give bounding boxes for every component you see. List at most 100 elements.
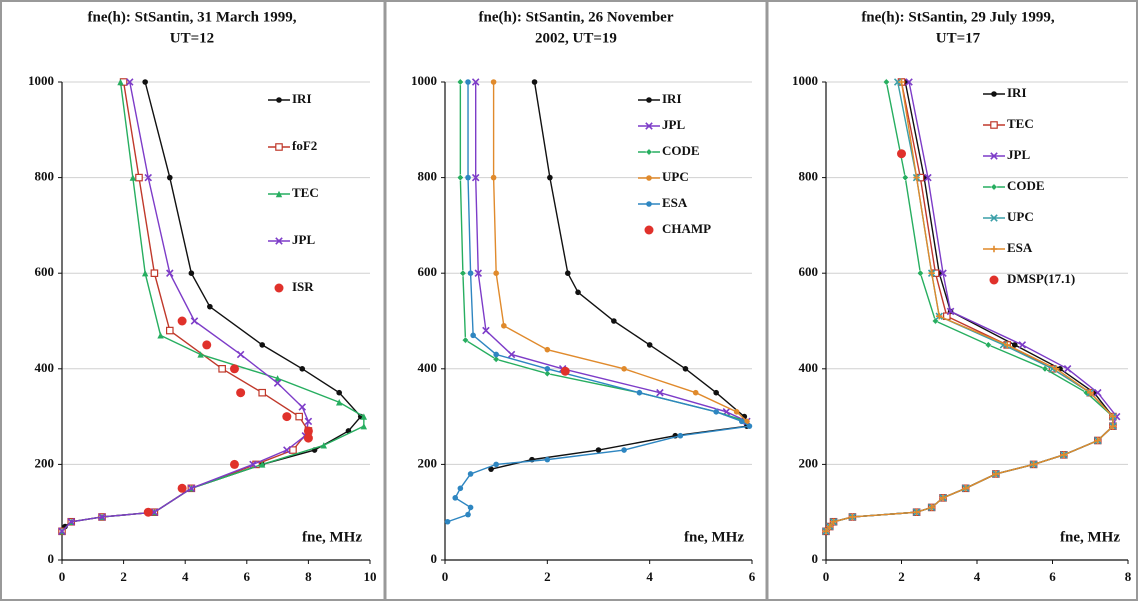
marker — [882, 78, 890, 86]
marker — [303, 433, 313, 443]
marker — [501, 322, 507, 329]
marker — [304, 417, 313, 426]
marker — [303, 426, 313, 436]
marker — [493, 461, 499, 468]
marker — [274, 283, 284, 293]
chart-title: fne(h): StSantin, 31 March 1999, — [88, 9, 297, 25]
marker — [733, 409, 740, 415]
marker — [713, 389, 719, 396]
marker — [916, 269, 924, 277]
marker — [259, 342, 266, 348]
marker — [276, 97, 282, 103]
marker — [547, 174, 553, 181]
marker — [746, 423, 753, 429]
marker — [1018, 341, 1027, 349]
marker — [275, 190, 283, 198]
legend-label: foF2 — [292, 138, 317, 153]
marker — [125, 78, 134, 86]
x-axis-label: fne, MHz — [684, 529, 744, 545]
marker — [1094, 437, 1101, 444]
marker — [320, 442, 327, 449]
marker — [656, 388, 664, 397]
marker — [336, 399, 343, 406]
marker — [636, 389, 643, 396]
marker — [544, 456, 551, 463]
marker — [493, 351, 499, 358]
y-tick-label: 0 — [812, 551, 819, 566]
marker — [646, 97, 652, 103]
marker — [167, 174, 173, 181]
marker — [595, 447, 602, 453]
marker — [989, 275, 999, 285]
marker — [713, 409, 719, 415]
y-tick-label: 1000 — [411, 73, 437, 88]
marker — [190, 317, 199, 325]
y-tick-label: 600 — [35, 264, 55, 279]
marker — [299, 366, 306, 372]
marker — [1109, 413, 1117, 420]
marker — [682, 366, 689, 372]
legend-label: CODE — [1007, 178, 1045, 193]
legend-label: ESA — [1007, 240, 1033, 255]
marker — [744, 418, 750, 425]
marker — [141, 270, 149, 277]
marker — [646, 175, 652, 181]
marker — [611, 318, 617, 324]
marker — [905, 78, 913, 86]
x-axis-label: fne, MHz — [302, 529, 362, 545]
marker — [991, 91, 997, 97]
marker — [135, 173, 143, 182]
marker — [273, 379, 282, 387]
x-tick-label: 2 — [898, 569, 905, 584]
marker — [471, 173, 480, 182]
marker — [467, 471, 474, 477]
marker — [992, 470, 1000, 478]
marker — [117, 78, 124, 86]
chart-title: fne(h): StSantin, 29 July 1999, — [861, 9, 1055, 25]
marker — [946, 307, 955, 316]
legend-label: UPC — [662, 169, 689, 184]
marker — [187, 484, 196, 493]
marker — [275, 237, 283, 245]
marker — [897, 149, 906, 159]
x-tick-label: 4 — [646, 569, 653, 584]
marker — [360, 413, 368, 420]
marker — [452, 495, 459, 501]
marker — [129, 174, 137, 181]
x-tick-label: 6 — [1049, 569, 1056, 584]
marker — [644, 225, 654, 235]
y-tick-label: 800 — [799, 169, 819, 184]
marker — [646, 201, 652, 207]
x-tick-label: 6 — [749, 569, 756, 584]
x-tick-label: 0 — [823, 569, 830, 584]
marker — [928, 270, 935, 277]
y-tick-label: 600 — [418, 264, 438, 279]
marker — [990, 183, 998, 191]
marker — [58, 527, 66, 536]
marker — [207, 303, 213, 310]
x-tick-label: 0 — [442, 569, 449, 584]
marker — [98, 513, 106, 521]
marker — [142, 79, 148, 85]
marker — [621, 447, 627, 453]
marker — [229, 364, 239, 374]
legend-label: TEC — [1007, 116, 1034, 131]
marker — [898, 78, 905, 86]
marker — [289, 446, 297, 454]
marker — [1004, 341, 1011, 349]
marker — [474, 269, 483, 277]
marker — [1060, 451, 1068, 459]
y-tick-label: 600 — [799, 264, 819, 279]
marker — [488, 466, 494, 472]
marker — [893, 78, 902, 86]
marker — [931, 317, 940, 325]
series-line — [490, 81, 748, 470]
x-tick-label: 2 — [120, 569, 127, 584]
marker — [150, 269, 159, 278]
marker — [565, 270, 571, 277]
marker — [236, 388, 246, 398]
marker — [444, 518, 451, 525]
legend-label: JPL — [662, 117, 685, 132]
marker — [924, 173, 932, 182]
